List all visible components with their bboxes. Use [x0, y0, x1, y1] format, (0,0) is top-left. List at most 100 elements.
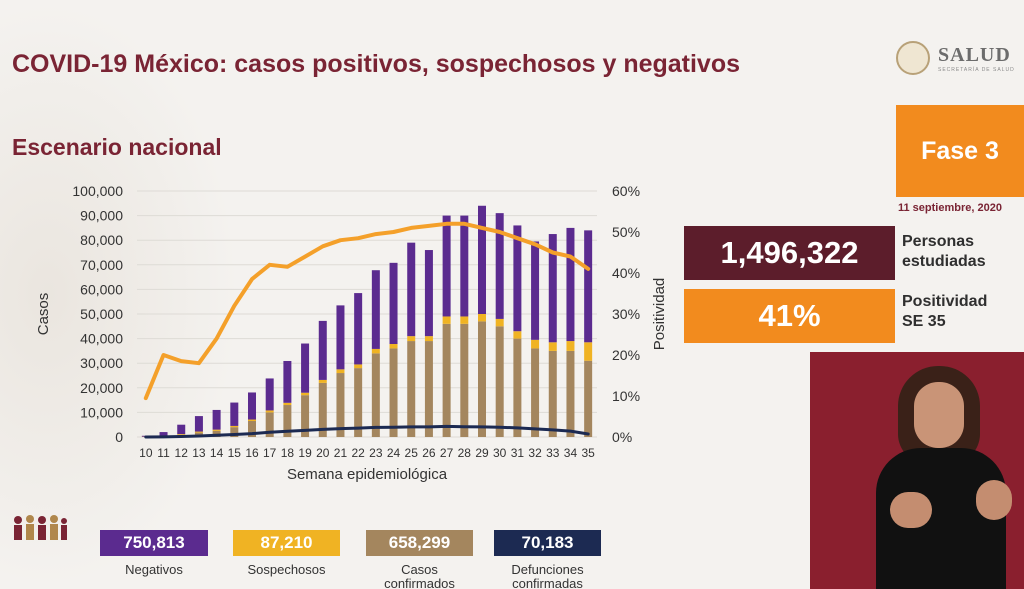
x-tick-20: 20	[316, 446, 330, 460]
y-tick-9: 90,000	[80, 208, 123, 224]
bar-sospechosos-29	[478, 314, 486, 322]
positivity-label: Positividad SE 35	[902, 293, 988, 330]
x-tick-35: 35	[581, 446, 595, 460]
people-studied-label: Personas estudiadas	[902, 233, 986, 270]
bar-casos-confirmados-16	[248, 421, 256, 437]
bar-sospechosos-12	[177, 434, 186, 435]
x-tick-16: 16	[245, 446, 259, 460]
bar-negativos-12	[177, 424, 186, 435]
legend-sospechosos-label: Sospechosos	[247, 562, 326, 577]
bar-sospechosos-16	[248, 419, 256, 422]
x-tick-13: 13	[192, 446, 206, 460]
bar-casos-confirmados-32	[531, 348, 540, 437]
x-tick-10: 10	[139, 446, 153, 460]
bar-casos-confirmados-21	[336, 373, 345, 437]
y2-tick-1: 10%	[612, 388, 640, 404]
bar-casos-confirmados-29	[478, 321, 486, 437]
logo-subtitle: SECRETARÍA DE SALUD	[938, 66, 1015, 73]
y-tick-0: 0	[115, 429, 123, 445]
x-tick-24: 24	[387, 446, 401, 460]
bar-casos-confirmados-20	[318, 382, 327, 437]
y-tick-6: 60,000	[80, 281, 123, 297]
salud-logo: SALUD SECRETARÍA DE SALUD	[896, 38, 1024, 78]
bar-sospechosos-31	[513, 331, 522, 339]
page-subtitle: Escenario nacional	[12, 134, 222, 160]
interpreter-hand-left	[890, 492, 932, 528]
x-tick-17: 17	[263, 446, 277, 460]
bar-casos-confirmados-31	[513, 338, 522, 437]
bar-casos-confirmados-19	[301, 395, 310, 437]
bar-negativos-19	[301, 343, 310, 393]
legend-confirmados-label: Casos confirmados	[384, 562, 455, 589]
legend-confirmados-value: 658,299	[366, 530, 473, 556]
sign-language-interpreter-video	[810, 352, 1024, 589]
bar-casos-confirmados-34	[566, 350, 575, 437]
x-tick-12: 12	[175, 446, 189, 460]
bar-negativos-11	[159, 432, 168, 436]
government-seal-icon	[896, 41, 930, 75]
x-tick-28: 28	[458, 446, 472, 460]
bar-sospechosos-30	[495, 318, 504, 327]
y-tick-7: 70,000	[80, 257, 123, 273]
bar-sospechosos-13	[194, 431, 203, 433]
y-tick-10: 100,000	[72, 183, 123, 199]
bar-sospechosos-34	[566, 341, 575, 351]
bar-negativos-29	[478, 205, 486, 314]
bar-negativos-17	[265, 378, 274, 411]
bar-casos-confirmados-27	[442, 323, 451, 437]
covid-cases-chart: 0 10,000 20,000 30,000 40,000 50,000 60,000 70,…	[35, 183, 668, 483]
bar-sospechosos-26	[424, 336, 433, 342]
bar-sospechosos-23	[371, 348, 380, 354]
bar-negativos-21	[336, 305, 345, 370]
bar-negativos-23	[371, 270, 380, 349]
y-tick-4: 40,000	[80, 331, 123, 347]
bar-casos-confirmados-30	[495, 326, 504, 437]
phase-badge: Fase 3	[896, 105, 1024, 197]
x-tick-18: 18	[281, 446, 295, 460]
bar-sospechosos-25	[407, 336, 416, 342]
interpreter-face	[914, 382, 964, 448]
y2-tick-4: 40%	[612, 265, 640, 281]
bar-negativos-22	[354, 293, 363, 365]
bar-sospechosos-14	[212, 429, 221, 431]
page-title: COVID-19 México: casos positivos, sospec…	[12, 50, 741, 78]
bar-sospechosos-20	[318, 379, 327, 383]
x-tick-25: 25	[405, 446, 419, 460]
x-tick-31: 31	[511, 446, 525, 460]
x-tick-26: 26	[422, 446, 436, 460]
logo-name: SALUD	[938, 43, 1011, 66]
y-axis-ticks: 0 10,000 20,000 30,000 40,000 50,000 60,000 70,…	[72, 183, 123, 445]
background-pattern	[0, 0, 240, 589]
bar-sospechosos-27	[442, 316, 451, 324]
bar-negativos-20	[318, 320, 327, 380]
y-tick-5: 50,000	[80, 306, 123, 322]
bar-casos-confirmados-25	[407, 341, 416, 437]
bar-casos-confirmados-35	[584, 360, 593, 437]
report-date: 11 septiembre, 2020	[898, 202, 1002, 214]
bar-negativos-16	[248, 392, 256, 420]
bar-sospechosos-35	[584, 342, 593, 361]
bar-sospechosos-19	[301, 392, 310, 396]
bar-negativos-18	[283, 360, 292, 403]
y-tick-2: 20,000	[80, 380, 123, 396]
legend-defunciones-label: Defunciones confirmadas	[511, 562, 584, 589]
y2-tick-3: 30%	[612, 306, 640, 322]
y-tick-3: 30,000	[80, 355, 123, 371]
x-tick-21: 21	[334, 446, 348, 460]
bar-negativos-28	[460, 215, 469, 317]
people-studied-value: 1,496,322	[684, 226, 895, 280]
x-tick-32: 32	[528, 446, 542, 460]
bar-sospechosos-15	[230, 425, 239, 428]
bar-sospechosos-28	[460, 316, 469, 324]
legend-sospechosos-value: 87,210	[233, 530, 340, 556]
bar-sospechosos-24	[389, 344, 398, 349]
line-defunciones-confirmadas	[144, 424, 590, 439]
legend-negativos-value: 750,813	[100, 530, 208, 556]
legend-negativos-label: Negativos	[125, 562, 183, 577]
bar-casos-confirmados-17	[265, 412, 274, 437]
bar-negativos-31	[513, 225, 522, 332]
x-tick-30: 30	[493, 446, 507, 460]
bars	[141, 205, 593, 437]
x-tick-15: 15	[228, 446, 242, 460]
bar-negativos-32	[531, 241, 540, 340]
